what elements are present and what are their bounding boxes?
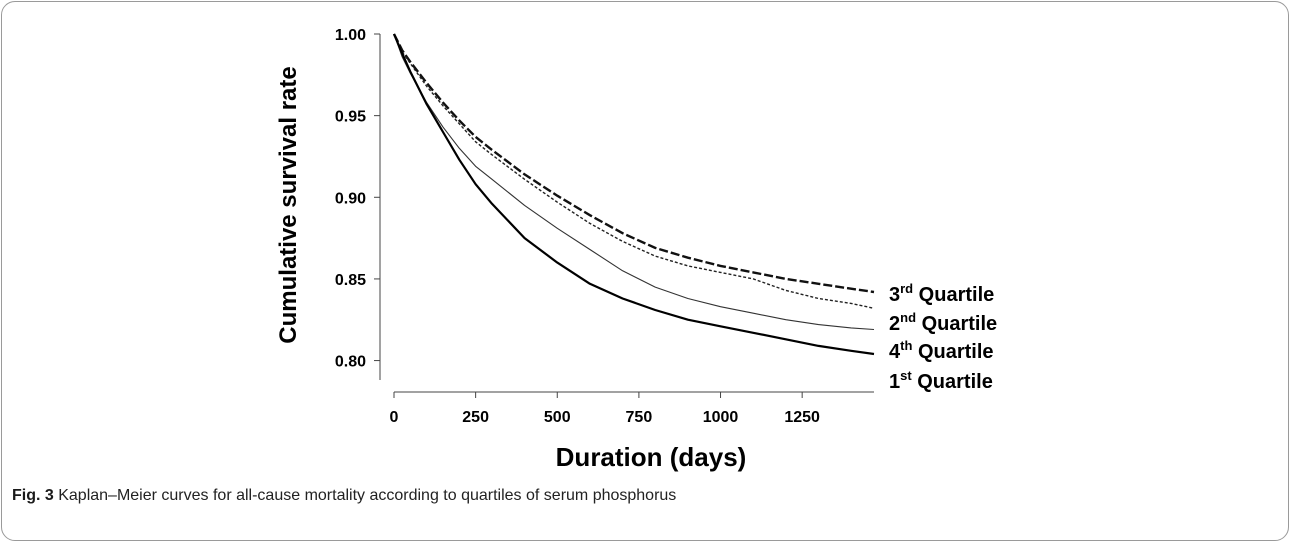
series-line-2nd-quartile [393,33,875,309]
series-label-4th-quartile: 4th Quartile [889,338,994,363]
y-tick-label: 1.00 [335,27,366,44]
y-axis-label: Cumulative survival rate [275,66,302,343]
series-label-3rd-quartile: 3rd Quartile [889,281,994,306]
x-tick-label: 0 [390,409,399,426]
series-labels: 3rd Quartile 2nd Quartile 4th Quartile 1st … [889,281,997,393]
ticks: 0.80 0.85 0.90 0.95 1.00 0 250 500 750 1000 1250 [335,27,820,426]
y-tick-label: 0.85 [335,272,366,289]
x-tick-label: 500 [544,409,571,426]
series-label-2nd-quartile: 2nd Quartile [889,310,997,335]
kaplan-meier-chart: 0.80 0.85 0.90 0.95 1.00 0 250 500 750 1000 1250 3… [275,27,997,472]
x-tick-label: 1250 [784,409,820,426]
x-tick-label: 750 [626,409,653,426]
y-tick-label: 0.95 [335,109,366,126]
series-layer [392,33,875,356]
series-label-1st-quartile: 1st Quartile [889,368,993,393]
series-line-1st-quartile [392,33,875,356]
y-tick-label: 0.80 [335,354,366,371]
x-axis-label: Duration (days) [556,442,747,472]
series-line-4th-quartile [393,33,875,331]
figure-caption-text: Kaplan–Meier curves for all-cause mortal… [58,487,677,504]
figure-label: Fig. 3 [12,487,54,504]
x-tick-label: 250 [462,409,489,426]
axes [379,34,874,393]
x-tick-label: 1000 [703,409,739,426]
series-line-3rd-quartile [392,33,875,294]
y-tick-label: 0.90 [335,190,366,207]
figure-caption: Fig. 3 Kaplan–Meier curves for all-cause… [12,487,676,505]
